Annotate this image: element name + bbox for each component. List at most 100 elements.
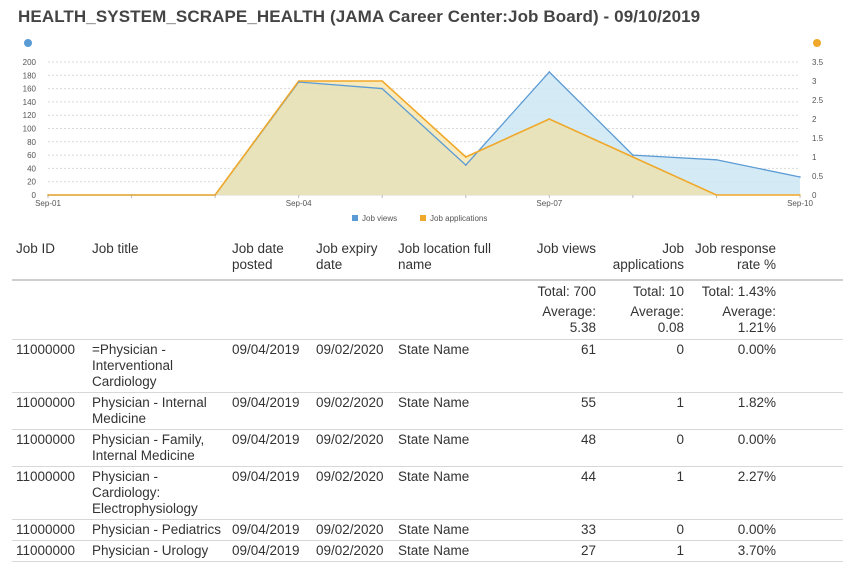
y-left-tick-label: 100 xyxy=(23,125,37,134)
cell-expiry-date: 09/02/2020 xyxy=(312,466,394,520)
cell-views: 27 xyxy=(516,540,600,562)
cell-job-title: Physician - Internal Medicine xyxy=(88,392,228,430)
cell-date-posted: 09/04/2019 xyxy=(228,540,312,562)
cell-job-title: =Physician - Interventional Cardiology xyxy=(88,339,228,393)
y-left-tick-label: 160 xyxy=(23,85,37,94)
average-response-rate: Average: 1.21% xyxy=(722,304,776,335)
header-job-title[interactable]: Job title xyxy=(88,237,228,281)
point-job-views xyxy=(799,176,801,178)
point-job-applications xyxy=(214,194,216,196)
y-left-tick-label: 0 xyxy=(32,191,37,200)
cell-expiry-date: 09/02/2020 xyxy=(312,429,394,467)
y-right-tick-label: 0 xyxy=(812,191,817,200)
y-left-tick-label: 200 xyxy=(23,58,37,67)
cell-date-posted: 09/04/2019 xyxy=(228,392,312,430)
legend-swatch-job-views xyxy=(352,215,358,221)
cell-applications: 0 xyxy=(600,339,688,393)
x-tick-label: Sep-01 xyxy=(35,199,61,208)
header-response-rate[interactable]: Job response rate % xyxy=(688,237,780,281)
job-activity-chart: 0 20 40 60 80 100 120 140 160 180 200 0 0.5 1 1.5 2 2.5 3… xyxy=(23,39,824,223)
point-job-views xyxy=(715,158,718,161)
header-applications[interactable]: Job applications xyxy=(600,237,688,281)
header-location[interactable]: Job location full name xyxy=(394,237,516,281)
cell-views: 33 xyxy=(516,519,600,541)
cell-job-id: 11000000 xyxy=(12,392,88,430)
cell-location: State Name xyxy=(394,519,516,541)
cell-applications: 1 xyxy=(600,466,688,520)
point-job-views xyxy=(632,154,634,156)
y-right-tick-label: 2 xyxy=(812,115,817,124)
cell-date-posted: 09/04/2019 xyxy=(228,339,312,393)
x-tick-label: Sep-07 xyxy=(536,199,562,208)
point-job-applications xyxy=(130,194,133,196)
y-left-tick-label: 60 xyxy=(27,151,36,160)
averages-row: Average: 5.38 Average: 0.08 Average: 1.2… xyxy=(12,302,843,340)
cell-job-id: 11000000 xyxy=(12,466,88,520)
point-job-applications xyxy=(47,194,49,196)
point-job-applications xyxy=(799,194,801,196)
cell-expiry-date: 09/02/2020 xyxy=(312,392,394,430)
cell-applications: 1 xyxy=(600,392,688,430)
total-applications: Total: 10 xyxy=(632,284,684,299)
series-area-job-applications xyxy=(48,81,800,195)
cell-applications: 1 xyxy=(600,540,688,562)
header-job-id[interactable]: Job ID xyxy=(12,237,88,281)
y-left-tick-label: 20 xyxy=(27,178,36,187)
point-job-applications xyxy=(464,156,467,158)
header-views[interactable]: Job views xyxy=(516,237,600,281)
cell-location: State Name xyxy=(394,339,516,393)
cell-applications: 0 xyxy=(600,519,688,541)
x-tick-label: Sep-10 xyxy=(787,199,813,208)
cell-location: State Name xyxy=(394,540,516,562)
table-row[interactable]: 11000000 Physician - Pediatrics 09/04/2019… xyxy=(12,519,843,541)
cell-location: State Name xyxy=(394,466,516,520)
average-applications: Average: 0.08 xyxy=(630,304,684,335)
totals-row: Total: 700 Total: 10 Total: 1.43% xyxy=(12,280,843,302)
cell-job-id: 11000000 xyxy=(12,339,88,393)
y-right-tick-label: 3 xyxy=(812,77,817,86)
point-job-applications xyxy=(715,194,718,196)
cell-response-rate: 3.70% xyxy=(688,540,780,562)
cell-job-title: Physician - Family, Internal Medicine xyxy=(88,429,228,467)
cell-expiry-date: 09/02/2020 xyxy=(312,540,394,562)
point-job-views xyxy=(548,71,551,73)
header-expiry-date[interactable]: Job expiry date xyxy=(312,237,394,281)
table-row[interactable]: 11000000 Physician - Internal Medicine 09/… xyxy=(12,392,843,430)
legend-label-job-applications: Job applications xyxy=(430,214,487,223)
legend-label-job-views: Job views xyxy=(362,214,397,223)
total-views: Total: 700 xyxy=(537,284,596,299)
cell-views: 61 xyxy=(516,339,600,393)
cell-expiry-date: 09/02/2020 xyxy=(312,339,394,393)
cell-date-posted: 09/04/2019 xyxy=(228,519,312,541)
right-axis-marker xyxy=(813,39,821,47)
x-tick-label: Sep-04 xyxy=(286,199,312,208)
cell-job-title: Physician - Urology xyxy=(88,540,228,562)
table-row[interactable]: 11000000 Physician - Family, Internal Med… xyxy=(12,429,843,467)
y-right-tick-label: 1 xyxy=(812,153,817,162)
y-right-tick-label: 2.5 xyxy=(812,96,824,105)
table-row[interactable]: 11000000 =Physician - Interventional Card… xyxy=(12,339,843,393)
cell-job-title: Physician - Pediatrics xyxy=(88,519,228,541)
cell-response-rate: 0.00% xyxy=(688,429,780,467)
table-header-row: Job ID Job title Job date posted Job exp… xyxy=(12,237,843,281)
cell-expiry-date: 09/02/2020 xyxy=(312,519,394,541)
header-date-posted[interactable]: Job date posted xyxy=(228,237,312,281)
table-row[interactable]: 11000000 Physician - Cardiology: Electrop… xyxy=(12,466,843,520)
page-title: HEALTH_SYSTEM_SCRAPE_HEALTH (JAMA Career… xyxy=(18,7,701,26)
point-job-applications xyxy=(381,80,384,82)
point-job-views xyxy=(464,164,467,166)
cell-views: 44 xyxy=(516,466,600,520)
y-left-tick-label: 120 xyxy=(23,111,37,120)
point-job-applications xyxy=(548,118,551,120)
cell-response-rate: 1.82% xyxy=(688,392,780,430)
jobs-table: Job ID Job title Job date posted Job exp… xyxy=(12,237,843,562)
y-right-tick-label: 3.5 xyxy=(812,58,824,67)
table-row[interactable]: 11000000 Physician - Urology 09/04/2019 09/… xyxy=(12,540,843,562)
cell-views: 55 xyxy=(516,392,600,430)
cell-job-id: 11000000 xyxy=(12,519,88,541)
y-right-tick-label: 0.5 xyxy=(812,172,824,181)
y-left-tick-label: 40 xyxy=(27,164,36,173)
y-left-tick-label: 140 xyxy=(23,98,37,107)
cell-date-posted: 09/04/2019 xyxy=(228,429,312,467)
point-job-applications xyxy=(632,156,634,158)
